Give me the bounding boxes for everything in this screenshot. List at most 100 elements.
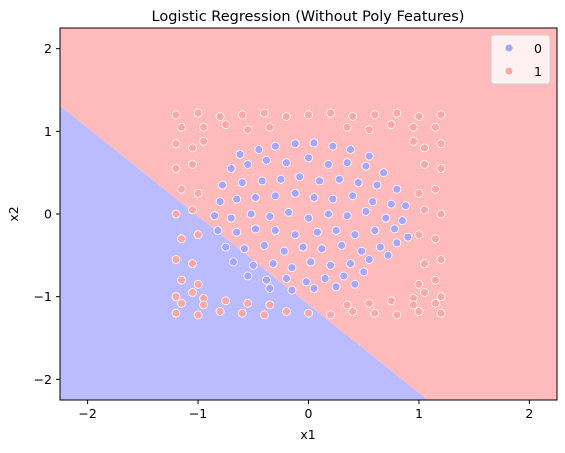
scatter-point-class-1 <box>431 234 440 244</box>
scatter-point-class-1 <box>364 298 374 308</box>
scatter-point-class-1 <box>171 110 181 120</box>
scatter-point-class-1 <box>193 230 203 240</box>
scatter-point-class-0 <box>265 212 275 221</box>
scatter-point-class-0 <box>251 193 260 202</box>
scatter-point-class-0 <box>306 257 316 267</box>
scatter-point-class-1 <box>436 308 446 318</box>
scatter-point-class-1 <box>348 112 358 121</box>
scatter-point-class-0 <box>383 250 393 260</box>
scatter-point-class-1 <box>431 184 440 194</box>
scatter-point-class-0 <box>328 194 338 204</box>
scatter-point-class-1 <box>199 300 209 310</box>
scatter-point-class-0 <box>248 260 258 270</box>
scatter-point-class-0 <box>375 242 385 252</box>
scatter-point-class-1 <box>188 288 197 297</box>
scatter-point-class-0 <box>320 274 330 283</box>
scatter-point-class-1 <box>177 275 186 285</box>
scatter-point-class-0 <box>372 180 382 190</box>
scatter-point-class-1 <box>342 300 352 310</box>
scatter-point-class-0 <box>326 260 336 270</box>
scatter-point-class-1 <box>237 308 247 318</box>
scatter-point-class-0 <box>270 226 280 235</box>
scatter-point-class-1 <box>171 139 181 149</box>
scatter-point-class-1 <box>188 143 197 153</box>
scatter-point-class-1 <box>188 159 197 169</box>
scatter-point-class-1 <box>265 122 275 132</box>
scatter-point-class-1 <box>177 184 186 194</box>
scatter-point-class-1 <box>177 234 186 244</box>
scatter-point-class-1 <box>436 255 446 264</box>
scatter-point-class-0 <box>281 274 291 283</box>
scatter-point-class-0 <box>287 285 297 295</box>
legend-marker-1 <box>504 66 514 76</box>
scatter-point-class-1 <box>171 164 181 173</box>
scatter-point-class-1 <box>259 108 269 118</box>
scatter-point-class-1 <box>193 188 203 198</box>
y-tick-label: −2 <box>34 372 52 387</box>
scatter-point-class-0 <box>331 282 341 292</box>
scatter-point-class-1 <box>431 275 440 285</box>
scatter-point-class-1 <box>199 122 209 132</box>
scatter-point-class-1 <box>215 307 225 316</box>
scatter-point-class-0 <box>304 153 313 163</box>
scatter-point-class-0 <box>403 232 413 242</box>
scatter-point-class-0 <box>290 230 300 240</box>
scatter-point-class-0 <box>290 139 300 149</box>
scatter-point-class-0 <box>339 271 349 281</box>
scatter-point-class-0 <box>279 246 289 256</box>
legend-label-1: 1 <box>534 64 542 79</box>
scatter-point-class-0 <box>243 159 253 169</box>
scatter-point-class-1 <box>304 308 313 318</box>
scatter-point-class-0 <box>235 150 245 159</box>
scatter-point-class-0 <box>243 271 253 281</box>
scatter-point-class-0 <box>357 246 366 256</box>
scatter-point-class-0 <box>386 199 396 209</box>
scatter-point-class-1 <box>177 298 186 308</box>
scatter-point-class-1 <box>436 110 446 120</box>
scatter-point-class-1 <box>414 188 424 198</box>
scatter-point-class-1 <box>326 108 336 118</box>
scatter-point-class-0 <box>328 141 338 151</box>
scatter-point-class-0 <box>301 277 311 287</box>
scatter-point-class-0 <box>368 197 378 207</box>
scatter-point-class-0 <box>295 172 305 182</box>
scatter-point-class-0 <box>359 267 369 277</box>
scatter-point-class-0 <box>232 227 242 237</box>
scatter-point-class-0 <box>392 184 402 194</box>
scatter-point-class-0 <box>246 209 256 219</box>
y-axis-ticks: −2 −1 0 1 2 <box>34 41 60 387</box>
x-axis-ticks: −2 −1 0 1 2 <box>78 400 533 421</box>
scatter-point-class-1 <box>259 310 269 320</box>
scatter-point-class-1 <box>171 308 181 318</box>
scatter-point-class-0 <box>381 213 391 223</box>
x-tick-label: 1 <box>415 406 423 421</box>
scatter-point-class-1 <box>414 307 424 316</box>
scatter-point-class-0 <box>350 230 360 240</box>
scatter-point-class-0 <box>390 224 400 234</box>
scatter-point-class-0 <box>276 174 286 184</box>
scatter-point-class-0 <box>239 244 249 254</box>
y-axis-label: x2 <box>6 206 21 221</box>
scatter-point-class-0 <box>317 244 327 254</box>
scatter-point-class-1 <box>386 120 396 130</box>
scatter-point-class-0 <box>270 141 280 151</box>
y-tick-label: 0 <box>44 207 52 222</box>
scatter-point-class-1 <box>420 288 429 297</box>
scatter-point-class-0 <box>251 224 260 234</box>
scatter-point-class-0 <box>346 259 355 269</box>
scatter-point-class-1 <box>392 310 402 320</box>
x-tick-label: −2 <box>78 406 96 421</box>
scatter-point-class-0 <box>370 226 380 235</box>
scatter-point-class-0 <box>334 174 344 184</box>
scatter-point-class-0 <box>268 259 278 269</box>
x-tick-label: −1 <box>189 406 207 421</box>
scatter-point-class-1 <box>431 122 440 132</box>
scatter-point-class-0 <box>254 145 264 154</box>
scatter-point-class-0 <box>323 209 333 219</box>
scatter-point-class-0 <box>312 227 322 237</box>
scatter-point-class-1 <box>436 209 446 219</box>
scatter-point-class-1 <box>177 122 186 132</box>
scatter-point-class-1 <box>436 164 446 173</box>
scatter-point-class-1 <box>304 110 313 120</box>
